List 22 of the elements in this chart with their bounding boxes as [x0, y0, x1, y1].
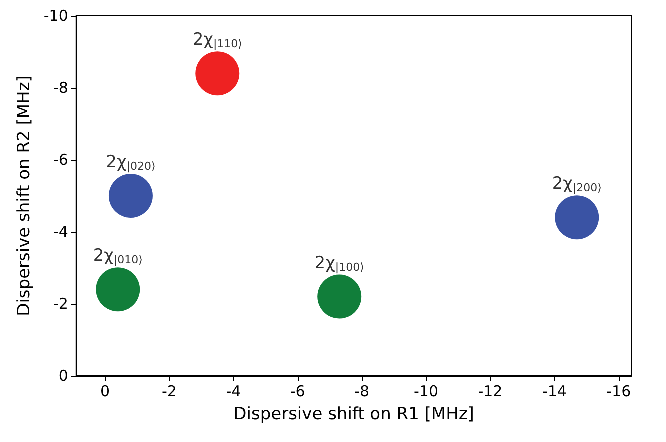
y-axis-title: Dispersive shift on R2 [MHz]	[14, 76, 34, 316]
x-tick-label: -14	[542, 382, 567, 400]
x-tick-label: -10	[414, 382, 439, 400]
y-tick-label: -8	[53, 79, 68, 97]
point	[109, 174, 153, 218]
x-tick-label: 0	[100, 382, 110, 400]
point	[318, 274, 362, 319]
x-tick-label: -12	[478, 382, 503, 400]
x-tick-label: -2	[162, 382, 177, 400]
x-tick-label: -16	[606, 382, 632, 400]
point	[555, 196, 600, 240]
y-tick-label: -4	[53, 223, 68, 241]
y-tick-label: 0	[58, 367, 68, 385]
y-tick-label: -6	[53, 151, 68, 169]
y-tick-label: -2	[53, 295, 68, 313]
x-axis-title: Dispersive shift on R1 [MHz]	[234, 404, 474, 424]
x-tick-label: -6	[290, 382, 306, 400]
y-tick-label: -10	[44, 7, 68, 25]
point	[196, 52, 240, 96]
point	[96, 268, 140, 312]
x-tick-label: -8	[354, 382, 370, 400]
x-tick-label: -4	[226, 382, 242, 400]
